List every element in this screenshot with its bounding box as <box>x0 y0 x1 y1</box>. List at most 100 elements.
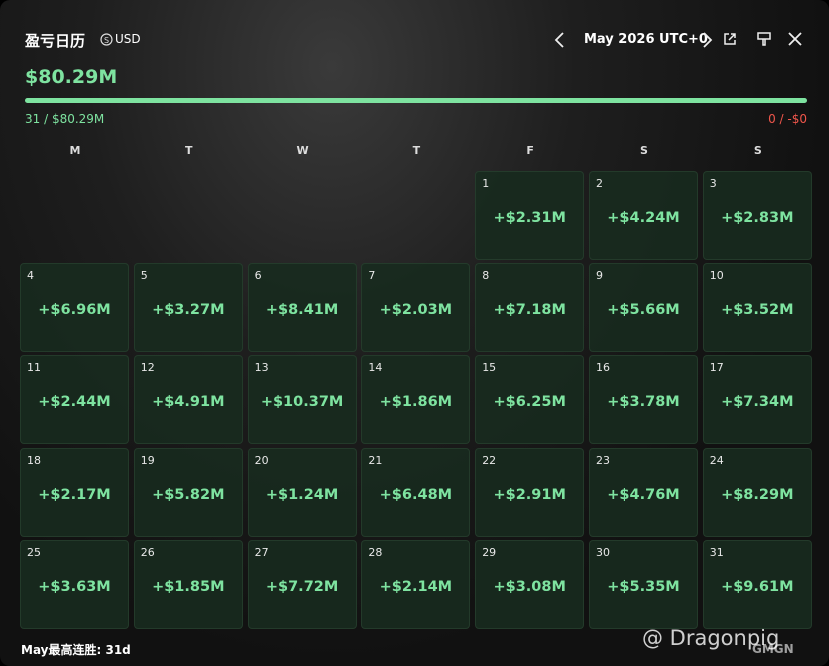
day-cell: 20 +$1.24M <box>247 447 357 537</box>
day-cell: 23 +$4.76M <box>589 447 698 537</box>
day-pnl: +$1.86M <box>379 394 453 411</box>
day-cell: 7 +$2.03M <box>361 263 471 353</box>
day-number: 9 <box>596 269 603 283</box>
day-number: 21 <box>368 453 383 467</box>
day-cell: 2 +$4.24M <box>589 171 698 260</box>
day-pnl: +$7.72M <box>265 578 339 595</box>
day-cell: 31 +$9.61M <box>702 539 812 629</box>
day-cell: 3 +$2.83M <box>702 171 812 260</box>
day-number: 18 <box>27 453 41 467</box>
prev-month[interactable] <box>553 31 567 49</box>
watermark: @ Dragonpig <box>642 626 780 650</box>
day-number: 28 <box>368 545 383 559</box>
day-cell: 9 +$5.66M <box>589 263 698 353</box>
day-pnl: +$4.76M <box>607 486 680 503</box>
day-number: 14 <box>368 361 383 375</box>
day-number: 8 <box>482 269 490 283</box>
day-number: 7 <box>368 269 376 283</box>
day-number: 13 <box>254 361 269 375</box>
day-cell: 4 +$6.96M <box>20 263 129 353</box>
day-cell: 22 +$2.91M <box>475 447 585 537</box>
day-number: 17 <box>709 361 724 375</box>
weekday: F <box>526 144 534 157</box>
day-number: 26 <box>140 545 155 559</box>
day-number: 6 <box>254 269 262 283</box>
day-cell: 30 +$5.35M <box>589 539 698 629</box>
day-number: 1 <box>482 177 490 190</box>
day-cell: 29 +$3.08M <box>475 539 585 629</box>
day-pnl: +$3.52M <box>721 302 794 319</box>
day-pnl: +$7.34M <box>721 394 794 411</box>
close-icon[interactable] <box>787 31 803 47</box>
day-number: 19 <box>140 453 155 467</box>
day-number: 27 <box>254 545 269 559</box>
weekday: M <box>69 144 81 157</box>
day-pnl: +$5.66M <box>607 302 680 319</box>
day-number: 15 <box>482 361 497 375</box>
day-cell: 24 +$8.29M <box>702 447 812 537</box>
day-pnl: +$6.96M <box>38 302 111 319</box>
day-pnl: +$2.31M <box>493 210 566 226</box>
day-cell: 26 +$1.85M <box>133 539 243 629</box>
next-month[interactable] <box>700 31 714 49</box>
brand: GMGN <box>752 642 794 656</box>
day-cell: 1 +$2.31M <box>475 171 585 260</box>
day-number: 29 <box>482 545 497 559</box>
day-number: 2 <box>596 177 603 190</box>
progress-bar <box>25 98 807 103</box>
day-cell: 8 +$7.18M <box>475 263 585 353</box>
day-cell: 27 +$7.72M <box>247 539 357 629</box>
day-pnl: +$2.03M <box>379 302 453 319</box>
day-pnl: +$5.35M <box>607 578 680 595</box>
day-pnl: +$2.83M <box>721 210 794 226</box>
day-pnl: +$5.82M <box>152 486 225 503</box>
day-pnl: +$6.48M <box>379 486 453 503</box>
day-cell: 28 +$2.14M <box>361 539 471 629</box>
currency[interactable]: USD <box>115 32 141 46</box>
currency-icon: S <box>100 33 113 46</box>
day-pnl: +$2.14M <box>379 578 453 595</box>
day-number: 23 <box>596 453 610 467</box>
day-number: 25 <box>27 545 41 559</box>
footer: May最高连胜: 31d <box>21 643 131 657</box>
day-pnl: +$1.85M <box>152 578 225 595</box>
day-cell: 25 +$3.63M <box>20 539 129 629</box>
day-number: 30 <box>596 545 610 559</box>
day-number: 31 <box>709 545 724 559</box>
day-number: 24 <box>709 453 724 467</box>
day-cell: 16 +$3.78M <box>589 355 698 445</box>
day-number: 16 <box>596 361 610 375</box>
day-pnl: +$8.41M <box>265 302 339 319</box>
day-pnl: +$8.29M <box>721 486 794 503</box>
title: 盈亏日历 <box>25 32 86 50</box>
day-pnl: +$2.91M <box>493 486 566 503</box>
day-number: 12 <box>140 361 155 375</box>
day-number: 10 <box>709 269 724 283</box>
day-number: 4 <box>27 269 34 283</box>
day-cell: 15 +$6.25M <box>475 355 585 445</box>
total: $80.29M <box>25 66 118 88</box>
day-number: 11 <box>27 361 41 375</box>
weekday: S <box>753 144 762 157</box>
day-cell: 12 +$4.91M <box>133 355 243 445</box>
period: May 2026 UTC+0 <box>584 32 708 47</box>
day-number: 22 <box>482 453 497 467</box>
day-pnl: +$7.18M <box>493 302 566 319</box>
settings-icon[interactable] <box>756 31 772 47</box>
day-pnl: +$2.17M <box>38 486 111 503</box>
day-pnl: +$3.08M <box>493 578 566 595</box>
day-cell: 10 +$3.52M <box>702 263 812 353</box>
day-cell: 13 +$10.37M <box>247 355 357 445</box>
share-icon[interactable] <box>722 31 738 47</box>
weekday: T <box>412 144 421 157</box>
day-cell: 5 +$3.27M <box>133 263 243 353</box>
day-pnl: +$1.24M <box>265 486 339 503</box>
day-pnl: +$3.78M <box>607 394 680 411</box>
day-cell: 14 +$1.86M <box>361 355 471 445</box>
day-number: 5 <box>140 269 148 283</box>
day-pnl: +$9.61M <box>721 578 794 595</box>
day-pnl: +$4.24M <box>607 210 680 226</box>
weekday: S <box>640 144 648 157</box>
day-cell: 18 +$2.17M <box>20 447 129 537</box>
